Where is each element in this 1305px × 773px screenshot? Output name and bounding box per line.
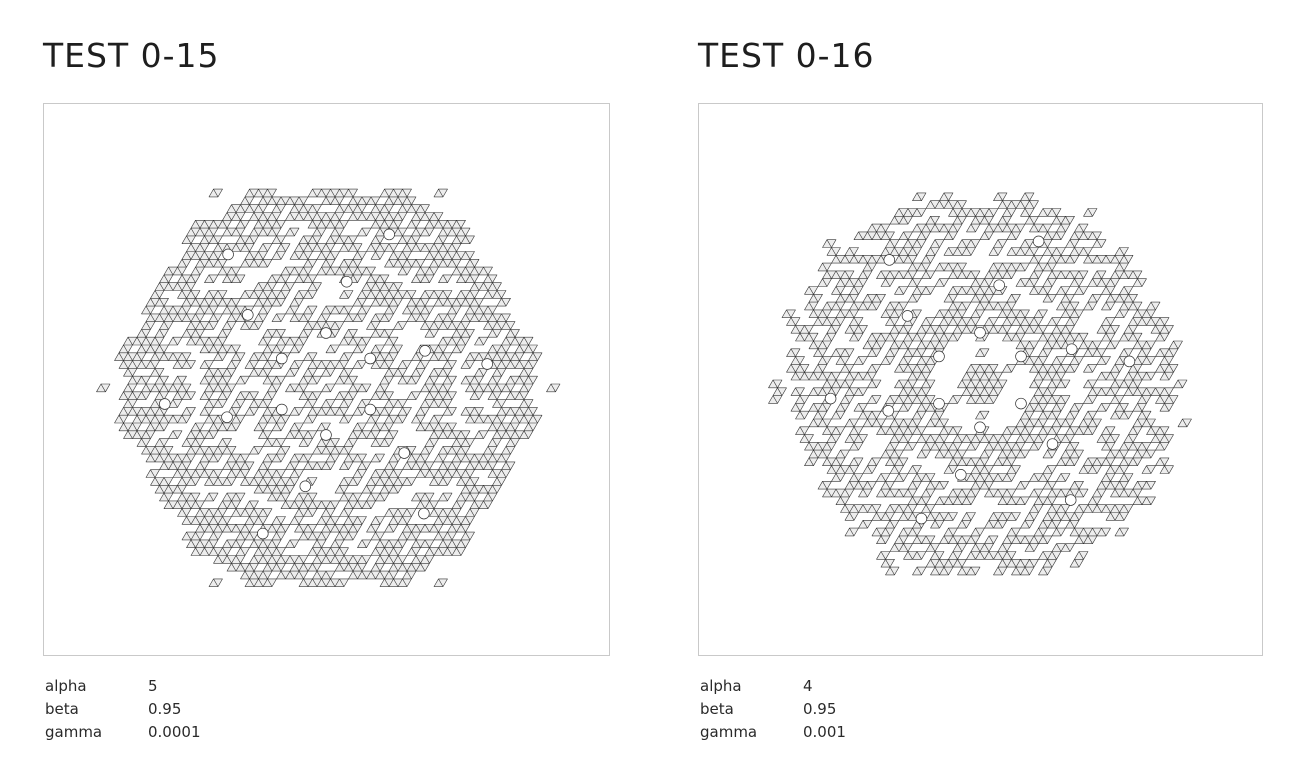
hole-circle bbox=[418, 507, 430, 520]
param-row-gamma: gamma 0.0001 bbox=[45, 721, 201, 744]
mesh-holes bbox=[159, 228, 493, 540]
param-row-alpha: alpha 5 bbox=[45, 675, 201, 698]
panel-title: TEST 0-16 bbox=[698, 36, 875, 75]
hole-circle bbox=[882, 405, 895, 417]
hole-circle bbox=[481, 358, 493, 370]
hole-circle bbox=[933, 350, 945, 363]
hole-circle bbox=[383, 228, 395, 241]
param-value: 0.95 bbox=[803, 700, 837, 718]
hole-circle bbox=[1123, 355, 1136, 368]
param-key: alpha bbox=[700, 677, 742, 695]
param-key: alpha bbox=[45, 677, 87, 695]
hole-circle bbox=[364, 352, 376, 365]
hole-circle bbox=[974, 421, 986, 434]
hole-circle bbox=[221, 411, 233, 423]
hole-circle bbox=[257, 527, 269, 540]
hole-circle bbox=[340, 275, 353, 288]
hole-circle bbox=[276, 403, 288, 416]
param-value: 5 bbox=[148, 677, 158, 695]
param-key: gamma bbox=[45, 723, 103, 741]
pattern-canvas bbox=[96, 188, 561, 587]
hole-circle bbox=[364, 403, 376, 416]
hole-circle bbox=[955, 469, 967, 481]
hole-circle bbox=[299, 480, 312, 493]
hole-circle bbox=[276, 352, 288, 365]
hole-circle bbox=[419, 345, 431, 357]
param-key: beta bbox=[700, 700, 734, 718]
parameter-list: alpha 5 beta 0.95 gamma 0.0001 bbox=[45, 675, 201, 744]
hole-circle bbox=[320, 429, 332, 441]
pattern-frame bbox=[698, 103, 1263, 656]
param-row-alpha: alpha 4 bbox=[700, 675, 846, 698]
param-key: gamma bbox=[700, 723, 758, 741]
mesh-cells bbox=[768, 192, 1192, 576]
hole-circle bbox=[242, 309, 254, 321]
hole-circle bbox=[1065, 343, 1078, 355]
mesh-pattern bbox=[768, 192, 1192, 576]
hole-circle bbox=[993, 279, 1005, 291]
hole-circle bbox=[933, 397, 945, 410]
param-value: 0.0001 bbox=[148, 723, 201, 741]
param-key: beta bbox=[45, 700, 79, 718]
hole-circle bbox=[824, 392, 837, 405]
param-row-beta: beta 0.95 bbox=[45, 698, 201, 721]
pattern-frame bbox=[43, 103, 610, 656]
mesh-holes bbox=[824, 235, 1136, 525]
hole-circle bbox=[320, 327, 332, 339]
param-row-gamma: gamma 0.001 bbox=[700, 721, 846, 744]
mesh-cells bbox=[96, 188, 561, 587]
panel-title: TEST 0-15 bbox=[43, 36, 220, 75]
hole-circle bbox=[1064, 494, 1077, 506]
hole-circle bbox=[1015, 350, 1027, 363]
param-value: 0.95 bbox=[148, 700, 182, 718]
parameter-list: alpha 4 beta 0.95 gamma 0.001 bbox=[700, 675, 846, 744]
hole-circle bbox=[222, 248, 234, 261]
mesh-pattern bbox=[96, 188, 561, 587]
hole-circle bbox=[1046, 438, 1059, 450]
pattern-canvas bbox=[768, 192, 1192, 576]
hole-circle bbox=[159, 398, 171, 410]
param-row-beta: beta 0.95 bbox=[700, 698, 846, 721]
hole-circle bbox=[974, 326, 986, 339]
hole-circle bbox=[883, 254, 896, 266]
hole-circle bbox=[915, 512, 928, 525]
hole-circle bbox=[901, 310, 914, 322]
hole-circle bbox=[1032, 235, 1045, 248]
hole-circle bbox=[398, 447, 410, 459]
param-value: 0.001 bbox=[803, 723, 846, 741]
hole-circle bbox=[1015, 397, 1027, 410]
param-value: 4 bbox=[803, 677, 813, 695]
